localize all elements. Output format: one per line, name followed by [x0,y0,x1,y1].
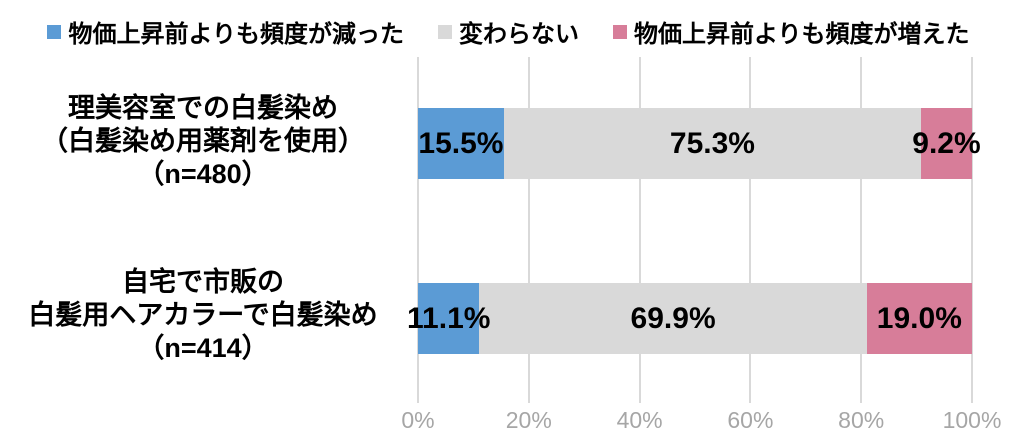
legend: 物価上昇前よりも頻度が減った 変わらない 物価上昇前よりも頻度が増えた [0,14,1017,49]
segment-value-label: 11.1% [407,301,491,335]
x-axis-tick-100: 100% [942,407,1002,433]
category-label-salon-hair-dye: 理美容室での白髪染め （白髪染め用薬剤を使用） （n=480） [0,92,406,191]
bar-segment-home-unchanged: 69.9% [479,283,867,354]
category-label-line: （白髪染め用薬剤を使用） [41,126,365,156]
legend-label-decreased: 物価上昇前よりも頻度が減った [68,21,404,48]
legend-item-frequency-increased: 物価上昇前よりも頻度が増えた [613,14,970,49]
segment-value-label: 15.5% [418,126,504,160]
gridline-0 [417,57,419,403]
gridline-80 [860,57,863,403]
bar-row-home: 11.1% 69.9% 19.0% [407,283,972,354]
bar-segment-salon-unchanged: 75.3% [503,108,922,179]
category-label-line: 白髪用ヘアカラーで白髪染め [28,300,378,330]
legend-item-unchanged: 変わらない [438,14,579,49]
legend-item-frequency-decreased: 物価上昇前よりも頻度が減った [47,14,404,49]
category-label-line: （n=480） [137,159,269,189]
segment-value-label: 19.0% [876,301,962,335]
bar-segment-salon-decreased: 15.5% [418,108,504,179]
x-axis-tick-40: 40% [616,407,663,433]
x-axis-tick-0: 0% [401,407,435,433]
gridline-40 [638,57,641,403]
legend-swatch-increased-icon [613,24,627,39]
bar-segment-home-increased: 19.0% [866,283,972,354]
x-axis-tick-60: 60% [727,407,774,433]
category-label-home-hair-dye: 自宅で市販の 白髪用ヘアカラーで白髪染め （n=414） [0,266,406,365]
segment-value-label: 9.2% [912,126,981,160]
bar-segment-salon-increased: 9.2% [912,108,981,179]
gridline-20 [527,57,530,403]
segment-value-label: 69.9% [630,301,716,335]
legend-swatch-decreased-icon [47,24,62,39]
legend-label-increased: 物価上昇前よりも頻度が増えた [634,21,970,48]
bar-segment-home-decreased: 11.1% [407,283,490,354]
x-axis-tick-20: 20% [505,407,552,433]
bar-row-salon: 15.5% 75.3% 9.2% [418,108,981,179]
gridline-60 [749,57,752,403]
category-label-line: 自宅で市販の [122,267,284,297]
segment-value-label: 75.3% [669,126,755,160]
x-axis-tick-80: 80% [838,407,885,433]
legend-label-unchanged: 変わらない [459,21,579,48]
legend-swatch-unchanged-icon [438,24,452,39]
gridline-100 [971,57,973,403]
category-label-line: （n=414） [137,333,269,363]
plot-area: 15.5% 75.3% 9.2% 11.1% 69.9% 19.0% [407,57,981,403]
category-label-line: 理美容室での白髪染め [68,93,338,123]
